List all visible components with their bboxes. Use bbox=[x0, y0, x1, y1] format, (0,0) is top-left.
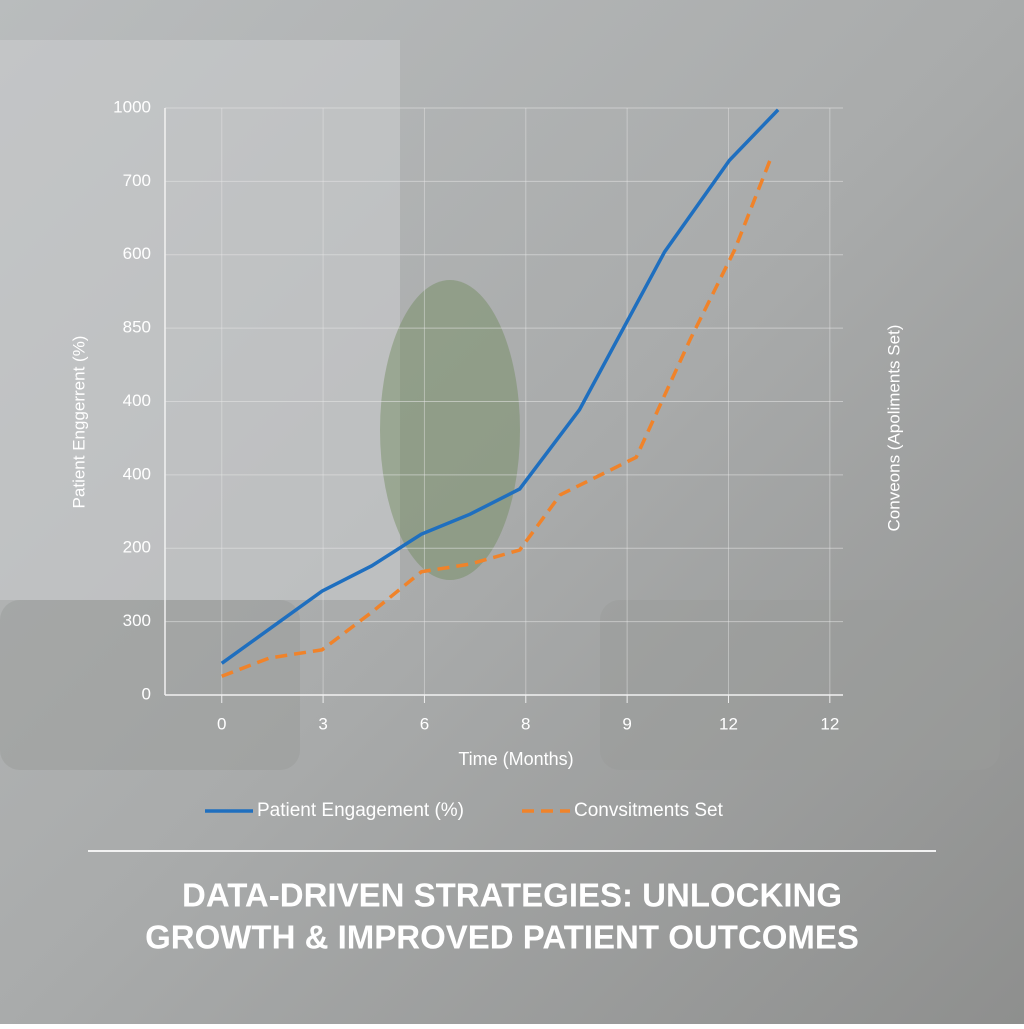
x-tick-label: 8 bbox=[521, 714, 530, 733]
x-tick-label: 9 bbox=[622, 714, 631, 733]
plant bbox=[380, 280, 520, 580]
y-axis-label: Patient Enggerrent (%) bbox=[69, 336, 88, 509]
x-tick-label: 12 bbox=[719, 714, 738, 733]
chair bbox=[0, 600, 300, 770]
legend-label: Convsitments Set bbox=[574, 800, 724, 821]
line-series bbox=[221, 159, 772, 678]
chair bbox=[600, 600, 1000, 770]
x-tick-label: 6 bbox=[420, 714, 429, 733]
window bbox=[0, 40, 400, 600]
legend-label: Patient Engagement (%) bbox=[257, 800, 464, 821]
y-tick-label: 600 bbox=[123, 244, 151, 263]
x-tick-label: 0 bbox=[217, 714, 226, 733]
y2-axis-label: Conveons (Apoliments Set) bbox=[884, 325, 903, 532]
y-tick-label: 700 bbox=[123, 171, 151, 190]
y-tick-label: 200 bbox=[123, 538, 151, 557]
x-tick-label: 3 bbox=[318, 714, 327, 733]
y-tick-label: 850 bbox=[123, 318, 151, 337]
y-tick-label: 400 bbox=[123, 464, 151, 483]
x-tick-label: 12 bbox=[820, 714, 839, 733]
y-tick-label: 0 bbox=[142, 684, 151, 703]
x-axis-label: Time (Months) bbox=[458, 749, 573, 769]
y-tick-label: 300 bbox=[123, 611, 151, 630]
y-tick-label: 1000 bbox=[113, 97, 151, 116]
title-line: GROWTH & IMPROVED PATIENT OUTCOMES bbox=[145, 919, 859, 956]
title-line: DATA-DRIVEN STRATEGIES: UNLOCKING bbox=[182, 877, 842, 914]
y-tick-label: 400 bbox=[123, 391, 151, 410]
line-series bbox=[220, 108, 780, 665]
